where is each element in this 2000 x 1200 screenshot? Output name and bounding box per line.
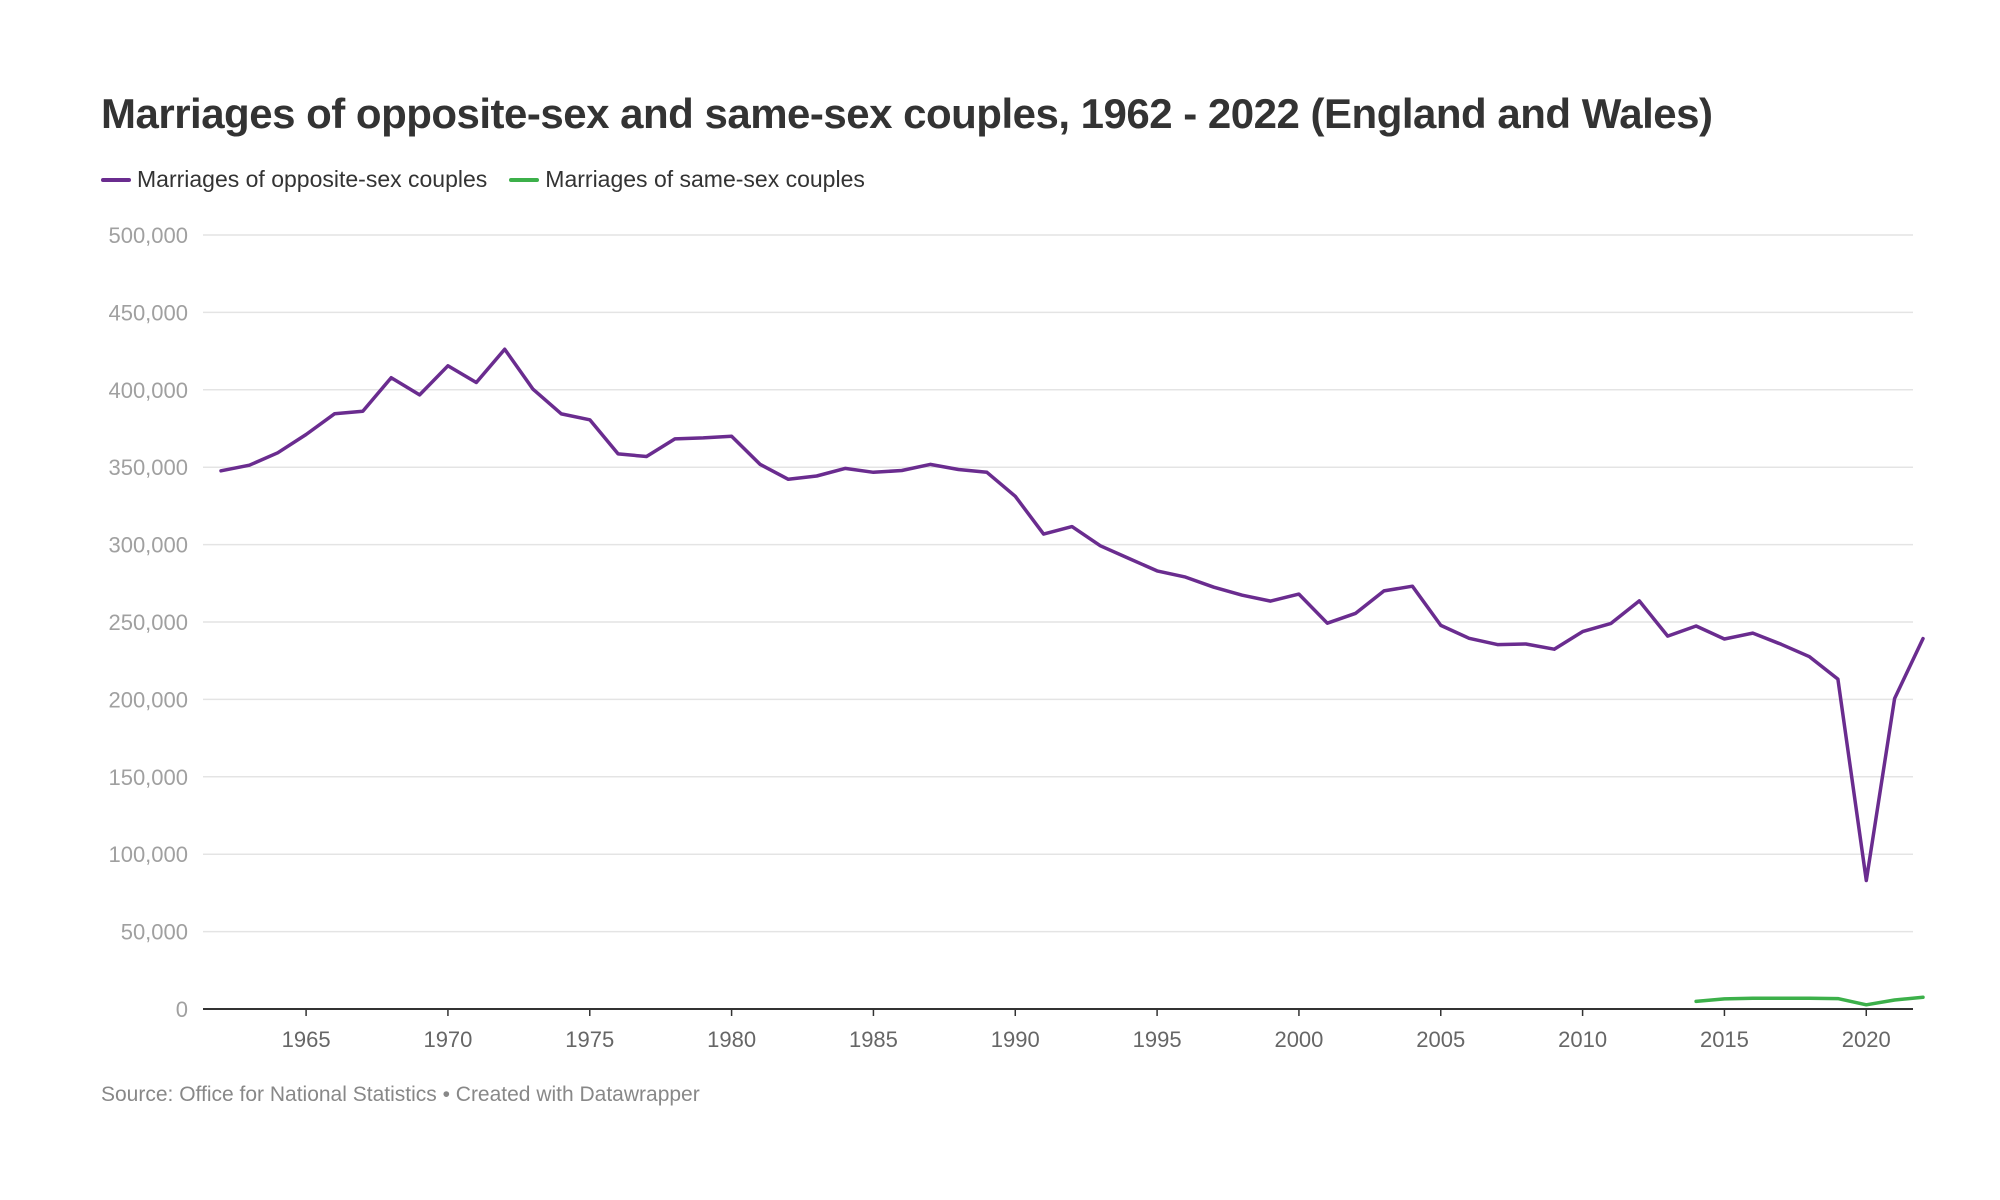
legend-swatch-opposite-sex [101, 177, 131, 182]
x-tick-label-9: 2010 [1558, 1027, 1607, 1052]
y-tick-label-1: 50,000 [121, 920, 188, 945]
series-line-1 [1694, 995, 1925, 1007]
x-tick-label-6: 1995 [1133, 1027, 1182, 1052]
legend: Marriages of opposite-sex couples Marria… [101, 166, 887, 193]
legend-item-opposite-sex: Marriages of opposite-sex couples [101, 166, 487, 193]
legend-item-same-sex: Marriages of same-sex couples [509, 166, 865, 193]
x-tick-label-4: 1985 [849, 1027, 898, 1052]
y-tick-label-9: 450,000 [108, 300, 188, 325]
y-tick-label-4: 200,000 [108, 687, 188, 712]
series-line-0 [219, 347, 1925, 883]
y-tick-label-3: 150,000 [108, 765, 188, 790]
y-tick-label-2: 100,000 [108, 842, 188, 867]
x-tick-label-5: 1990 [991, 1027, 1040, 1052]
y-tick-label-10: 500,000 [108, 223, 188, 248]
legend-label-opposite-sex: Marriages of opposite-sex couples [137, 166, 488, 192]
y-tick-label-7: 350,000 [108, 455, 188, 480]
y-tick-label-0: 0 [176, 997, 188, 1022]
x-tick-label-1: 1970 [423, 1027, 472, 1052]
legend-swatch-same-sex [509, 177, 540, 182]
x-tick-label-11: 2020 [1842, 1027, 1891, 1052]
y-tick-label-6: 300,000 [108, 533, 188, 558]
chart-title: Marriages of opposite-sex and same-sex c… [101, 90, 1713, 137]
y-tick-label-8: 400,000 [108, 378, 188, 403]
x-tick-label-7: 2000 [1274, 1027, 1323, 1052]
source-note: Source: Office for National Statistics •… [101, 1083, 700, 1106]
legend-label-same-sex: Marriages of same-sex couples [545, 166, 865, 192]
y-tick-label-5: 250,000 [108, 610, 188, 635]
x-tick-label-10: 2015 [1700, 1027, 1749, 1052]
x-tick-label-3: 1980 [707, 1027, 756, 1052]
x-tick-label-8: 2005 [1416, 1027, 1465, 1052]
x-tick-label-2: 1975 [565, 1027, 614, 1052]
x-tick-label-0: 1965 [282, 1027, 331, 1052]
